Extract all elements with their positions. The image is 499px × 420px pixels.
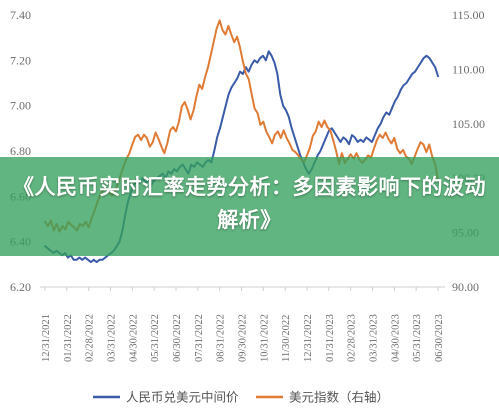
right-tick-label: 90.00 [452, 280, 479, 294]
x-tick-label: 12/31/2021 [41, 314, 52, 362]
left-tick-label: 7.00 [10, 99, 31, 113]
legend-label-cny: 人民币兑美元中间价 [126, 390, 239, 405]
left-tick-label: 7.40 [10, 8, 31, 22]
left-tick-label: 7.20 [10, 53, 31, 67]
x-tick-label: 04/30/2022 [128, 314, 139, 362]
x-tick-label: 01/31/2023 [325, 314, 336, 362]
x-tick-label: 03/31/2022 [107, 314, 118, 362]
right-tick-label: 110.00 [452, 62, 485, 76]
legend: 人民币兑美元中间价 美元指数（右轴） [93, 390, 389, 405]
x-tick-label: 07/31/2022 [194, 314, 205, 362]
x-tick-label: 05/31/2022 [150, 314, 161, 362]
x-tick-label: 09/30/2022 [238, 314, 249, 362]
left-tick-label: 6.20 [10, 280, 31, 294]
left-tick-label: 6.80 [10, 144, 31, 158]
x-axis-ticks: 12/31/2021 01/31/2022 02/28/2022 03/31/2022… [41, 287, 445, 362]
x-tick-label: 06/30/2023 [434, 314, 445, 362]
right-tick-label: 115.00 [452, 8, 485, 22]
x-tick-label: 05/31/2023 [412, 314, 423, 362]
x-tick-label: 10/31/2022 [259, 314, 270, 362]
x-tick-label: 08/31/2022 [216, 314, 227, 362]
x-tick-label: 06/30/2022 [172, 314, 183, 362]
x-tick-label: 02/28/2022 [85, 314, 96, 362]
title-banner: 《人民币实时汇率走势分析：多因素影响下的波动解析》 [0, 157, 499, 256]
banner-title: 《人民币实时汇率走势分析：多因素影响下的波动解析》 [13, 175, 486, 232]
right-tick-label: 105.00 [452, 117, 485, 131]
x-tick-label: 03/31/2023 [369, 314, 380, 362]
legend-label-dxy: 美元指数（右轴） [289, 390, 389, 405]
x-tick-label: 01/31/2022 [63, 314, 74, 362]
x-tick-label: 12/31/2022 [303, 314, 314, 362]
x-tick-label: 11/30/2022 [281, 315, 292, 362]
x-tick-label: 04/30/2023 [390, 314, 401, 362]
x-tick-label: 02/28/2023 [347, 314, 358, 362]
